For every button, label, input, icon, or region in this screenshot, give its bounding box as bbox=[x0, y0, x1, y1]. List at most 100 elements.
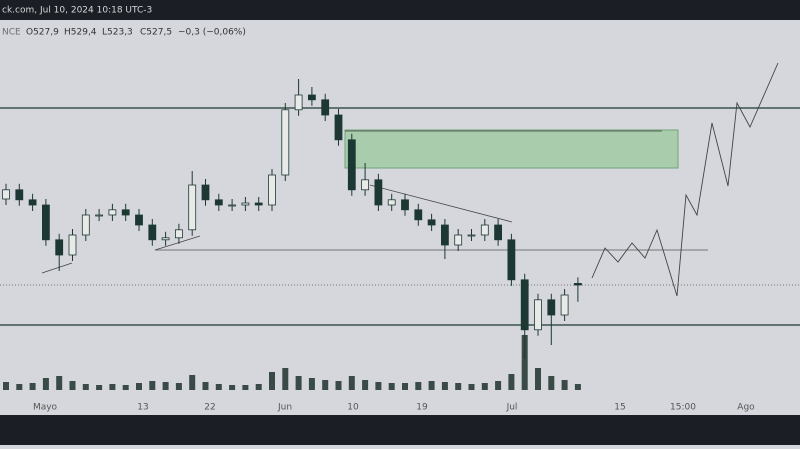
volume-bar bbox=[362, 380, 369, 390]
ohlc-low: L523,3 bbox=[102, 28, 133, 38]
volume-bar bbox=[508, 374, 515, 390]
volume-bar bbox=[561, 380, 568, 390]
candle-body bbox=[214, 199, 223, 206]
volume-bar bbox=[3, 382, 9, 390]
candle-body bbox=[334, 114, 343, 141]
plot-bg bbox=[0, 20, 800, 415]
candle-body bbox=[427, 219, 436, 226]
symbol: NCE bbox=[2, 28, 21, 38]
volume-bar bbox=[495, 381, 502, 390]
volume-bar bbox=[96, 385, 103, 390]
volume-bar bbox=[69, 381, 76, 390]
x-tick-label: 22 bbox=[204, 403, 215, 413]
volume-bar bbox=[109, 384, 116, 390]
x-tick-label: 10 bbox=[347, 403, 359, 413]
change: −0,3 (−0,06%) bbox=[178, 28, 246, 38]
candle-body bbox=[201, 184, 210, 201]
volume-bar bbox=[481, 383, 488, 390]
volume-bar bbox=[455, 383, 462, 390]
candle-body bbox=[281, 109, 290, 176]
trend-line bbox=[41, 262, 73, 274]
candle-body bbox=[520, 279, 529, 331]
candle-body bbox=[42, 204, 50, 241]
volume-bar bbox=[56, 376, 63, 390]
candle-body bbox=[81, 214, 90, 236]
volume-bar bbox=[348, 376, 355, 390]
candle-body bbox=[148, 224, 157, 241]
candle-body bbox=[560, 294, 569, 316]
candle-body bbox=[95, 214, 103, 217]
candle-body bbox=[68, 234, 77, 256]
candle-body bbox=[547, 299, 556, 316]
volume-bar bbox=[322, 380, 329, 390]
volume-bar bbox=[202, 382, 209, 390]
candle-body bbox=[374, 179, 383, 206]
volume-bar bbox=[189, 375, 196, 390]
ohlc-close: C527,5 bbox=[140, 28, 172, 38]
x-tick-label: 15:00 bbox=[670, 403, 696, 413]
header-source: ck.com, Jul 10, 2024 10:18 UTC-3 bbox=[2, 6, 152, 16]
candle-body bbox=[440, 224, 449, 246]
candle-body bbox=[2, 189, 10, 200]
candle-body bbox=[15, 189, 24, 201]
candle-body bbox=[241, 202, 250, 206]
volume-bar bbox=[428, 381, 435, 390]
candle-body bbox=[321, 99, 330, 116]
volume-bar bbox=[402, 383, 408, 390]
candle-body bbox=[387, 199, 396, 206]
zone-box bbox=[344, 129, 679, 169]
candle-body bbox=[135, 214, 143, 226]
candle-body bbox=[294, 94, 303, 111]
volume-bar bbox=[308, 378, 315, 390]
volume-bar bbox=[122, 385, 129, 390]
candle-body bbox=[121, 209, 130, 216]
candle-body bbox=[28, 199, 37, 206]
volume-bar bbox=[282, 368, 289, 390]
volume-bar bbox=[574, 384, 581, 390]
candle-body bbox=[414, 209, 423, 221]
volume-bar bbox=[175, 383, 182, 390]
volume-bar bbox=[335, 381, 342, 390]
candle-body bbox=[507, 239, 516, 281]
x-tick-label: Mayo bbox=[33, 403, 58, 413]
volume-bar bbox=[269, 372, 275, 390]
volume-bar bbox=[42, 378, 49, 390]
volume-bar bbox=[441, 382, 448, 390]
volume-bar bbox=[16, 384, 23, 390]
trend-line bbox=[369, 184, 513, 223]
bottom-bar bbox=[0, 415, 800, 445]
volume-bar bbox=[295, 376, 302, 390]
candle-body bbox=[454, 234, 463, 246]
candle-body bbox=[480, 224, 489, 236]
projection bbox=[591, 62, 779, 297]
x-tick-label: 15 bbox=[614, 403, 625, 413]
volume-bar bbox=[548, 376, 555, 390]
candle-body bbox=[534, 299, 542, 331]
candle-body bbox=[494, 224, 503, 241]
volume-bar bbox=[215, 384, 222, 390]
volume-bar bbox=[375, 382, 382, 390]
x-tick-label: 19 bbox=[416, 403, 428, 413]
top-bar bbox=[0, 0, 800, 20]
candle-body bbox=[254, 202, 263, 206]
volume-bar bbox=[521, 335, 528, 390]
candle-body bbox=[467, 234, 476, 237]
volume-bar bbox=[162, 382, 169, 390]
x-tick-label: 13 bbox=[137, 403, 148, 413]
volume-bar bbox=[242, 385, 249, 390]
candle-body bbox=[55, 239, 64, 256]
candle-body bbox=[161, 237, 170, 241]
volume-bar bbox=[29, 383, 36, 390]
candle-body bbox=[108, 209, 117, 216]
volume-bar bbox=[149, 381, 156, 390]
candle-body bbox=[174, 229, 183, 239]
ohlc-open: O527,9 bbox=[26, 28, 59, 38]
volume-bar bbox=[229, 385, 236, 390]
x-tick-label: Jul bbox=[506, 403, 518, 413]
volume-bar bbox=[255, 384, 262, 390]
candle-body bbox=[228, 204, 237, 207]
volume-bar bbox=[468, 384, 475, 390]
trend-line bbox=[154, 235, 201, 251]
